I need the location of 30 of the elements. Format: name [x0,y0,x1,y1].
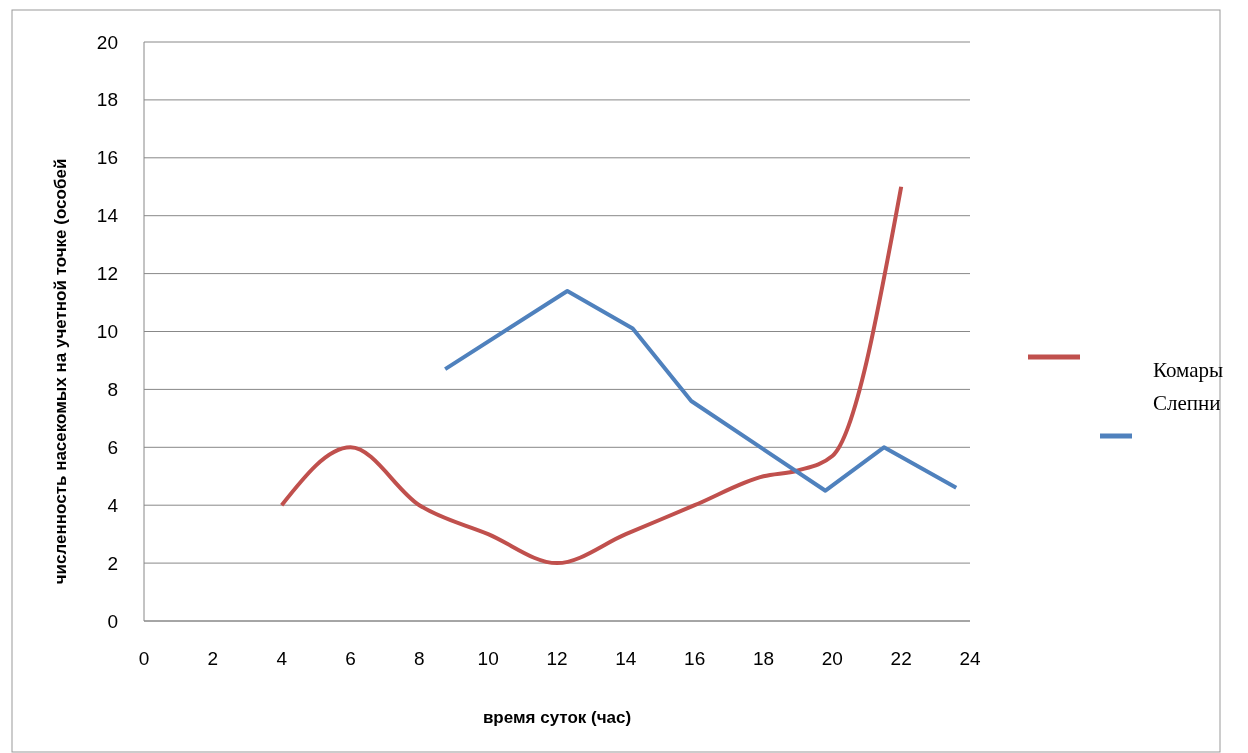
y-tick-label: 18 [96,89,118,111]
x-tick-label: 8 [414,648,425,669]
y-tick-label: 2 [107,552,118,574]
y-tick-label: 8 [107,378,118,400]
y-axis-title: численность насекомых на учетной точке (особей [51,158,70,585]
line-series [279,184,904,566]
x-tick-label: 4 [276,648,288,669]
text: Слепни [1153,391,1221,415]
y-tick-label: 12 [96,263,118,285]
x-tick-label: 6 [345,648,356,669]
x-tick-label: 16 [684,648,706,669]
text: Комары [1153,358,1224,382]
y-tick-label: 0 [107,610,118,632]
x-tick-label: 2 [207,648,219,669]
y-tick-label: 20 [96,31,118,53]
x-tick-label: 10 [477,648,499,669]
x-tick-label: 18 [752,648,775,669]
x-tick-label: 20 [821,648,843,669]
x-tick-label: 14 [615,648,637,669]
line-series [443,288,959,493]
x-tick-label: 0 [138,648,150,669]
x-axis-title: время суток (час) [482,708,632,727]
y-tick-label: 10 [96,321,118,342]
x-tick-label: 24 [959,648,981,669]
y-tick-label: 6 [107,436,118,458]
y-tick-label: 14 [96,205,119,227]
x-tick-label: 12 [546,648,568,669]
x-tick-label: 22 [890,648,912,669]
y-tick-label: 16 [96,147,118,169]
y-tick-label: 4 [107,494,119,516]
